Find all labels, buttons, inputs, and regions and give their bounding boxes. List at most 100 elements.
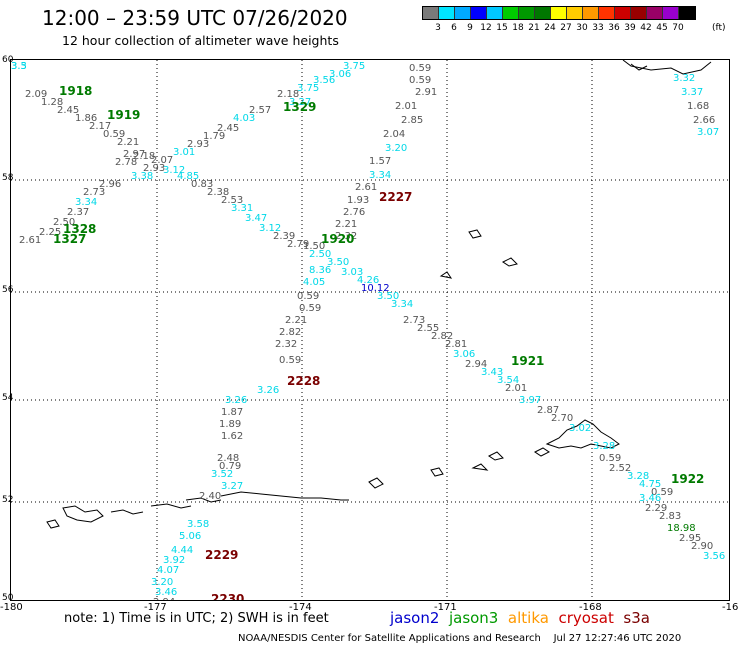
lat-label-52: 52 xyxy=(2,495,14,505)
wave-height-label: 0.59 xyxy=(297,291,319,302)
wave-height-label: 2.78 xyxy=(115,157,137,168)
footer-credit: NOAA/NESDIS Center for Satellite Applica… xyxy=(238,633,682,644)
wave-height-label: 2.50 xyxy=(309,249,331,260)
wave-height-label: 2.29 xyxy=(645,503,667,514)
wave-height-label: 2.07 xyxy=(151,155,173,166)
wave-height-label: 3.26 xyxy=(225,395,247,406)
legend-swatch xyxy=(423,7,439,19)
legend-swatch xyxy=(535,7,551,19)
legend-swatch xyxy=(647,7,663,19)
lat-label-54: 54 xyxy=(2,393,14,403)
wave-height-label: 2.85 xyxy=(401,115,423,126)
wave-height-label: 1.79 xyxy=(203,131,225,142)
wave-height-label: 3.54 xyxy=(497,375,519,386)
wave-height-label: 2.32 xyxy=(335,231,357,242)
wave-height-label: 0.83 xyxy=(191,179,213,190)
wave-height-label: 2.21 xyxy=(335,219,357,230)
wave-height-label: 1.28 xyxy=(41,97,63,108)
legend-tick: 30 xyxy=(576,23,588,33)
wave-height-label: 4.75 xyxy=(639,479,661,490)
wave-height-label: 2.95 xyxy=(679,533,701,544)
wave-height-label: 3.12 xyxy=(163,165,185,176)
wave-height-label: 2.53 xyxy=(221,195,243,206)
legend-tick: 12 xyxy=(480,23,492,33)
footer-note: note: 1) Time is in UTC; 2) SWH is in fe… xyxy=(64,611,329,626)
legend-tick: 70 xyxy=(672,23,684,33)
wave-height-label: 2.79 xyxy=(287,239,309,250)
wave-height-label: 2.73 xyxy=(83,187,105,198)
lon-label-174: -174 xyxy=(289,602,312,613)
wave-height-label: 2.82 xyxy=(279,327,301,338)
wave-height-label: 2.90 xyxy=(691,541,713,552)
pass-time-label: 1328 xyxy=(63,222,96,236)
wave-height-label: 3.5 xyxy=(11,61,27,72)
wave-height-label: 2.45 xyxy=(217,123,239,134)
map-canvas: 0.590.592.912.012.852.043.201.573.342.61… xyxy=(11,59,729,608)
wave-height-label: 0.59 xyxy=(279,355,301,366)
wave-height-label: 3.26 xyxy=(257,385,279,396)
wave-height-label: 1.93 xyxy=(347,195,369,206)
wave-height-label: 3.34 xyxy=(369,170,391,181)
pass-time-label: 1918 xyxy=(59,84,92,98)
pass-time-label: 1922 xyxy=(671,472,704,486)
wave-height-label: 3.27 xyxy=(289,97,311,108)
wave-height-label: 2.18 xyxy=(133,151,155,162)
satellite-name: altika xyxy=(507,609,559,627)
map-panel: 0.59 0.59 2.91 2.01 2.85 2.04 3.20 1.57 3.34 2.61… xyxy=(10,59,730,608)
legend-swatch xyxy=(583,7,599,19)
wave-height-label: 3.20 xyxy=(385,143,407,154)
wave-height-label: 2.39 xyxy=(273,231,295,242)
legend-swatch xyxy=(567,7,583,19)
lon-label-171: -171 xyxy=(434,602,457,613)
wave-height-label: 2.61 xyxy=(355,182,377,193)
wave-height-label: 18.98 xyxy=(667,523,696,534)
wave-height-label: 1.87 xyxy=(221,407,243,418)
lon-label-177: -177 xyxy=(144,602,167,613)
wave-height-label: 3.46 xyxy=(155,587,177,598)
wave-height-label: 3.06 xyxy=(329,69,351,80)
wave-height-label: 0.79 xyxy=(219,461,241,472)
wave-height-label: 3.20 xyxy=(151,577,173,588)
legend-tick: 15 xyxy=(496,23,508,33)
satellite-name: jason2 xyxy=(390,609,449,627)
satellite-name: cryosat xyxy=(558,609,624,627)
wave-height-label: 3.34 xyxy=(75,197,97,208)
wave-height-label: 3.92 xyxy=(163,555,185,566)
wave-height-label: 1.62 xyxy=(221,431,243,442)
wave-height-label: 2.45 xyxy=(57,105,79,116)
wave-height-label: 2.18 xyxy=(277,89,299,100)
legend-tick: 3 xyxy=(435,23,441,33)
page-subtitle: 12 hour collection of altimeter wave hei… xyxy=(62,33,339,48)
wave-height-label: 2.01 xyxy=(505,383,527,394)
legend-tick: 45 xyxy=(656,23,668,33)
wave-height-label: 3.12 xyxy=(259,223,281,234)
wave-height-label: 2.91 xyxy=(415,87,437,98)
wave-height-label: 3.03 xyxy=(341,267,363,278)
wave-height-label: 5.06 xyxy=(179,531,201,542)
wave-height-label: 3.50 xyxy=(327,257,349,268)
wave-height-label: 2.52 xyxy=(609,463,631,474)
wave-height-label: 2.97 xyxy=(123,149,145,160)
legend-swatch xyxy=(663,7,679,19)
wave-height-label: 2.94 xyxy=(153,597,175,600)
wave-height-label: 2.38 xyxy=(207,187,229,198)
wave-height-label: 1.57 xyxy=(369,156,391,167)
legend-swatch xyxy=(551,7,567,19)
wave-height-label: 2.81 xyxy=(445,339,467,350)
wave-height-label: 3.34 xyxy=(391,299,413,310)
wave-height-label: 3.58 xyxy=(187,519,209,530)
wave-height-label: 0.59 xyxy=(651,487,673,498)
lon-label-168: -168 xyxy=(579,602,602,613)
wave-height-label: 3.97 xyxy=(519,395,541,406)
wave-height-label: 2.76 xyxy=(343,207,365,218)
wave-height-label: 3.27 xyxy=(221,481,243,492)
wave-height-label: 2.87 xyxy=(537,405,559,416)
wave-height-label: 3.31 xyxy=(231,203,253,214)
wave-height-label: 3.28 xyxy=(593,441,615,452)
wave-height-label: 3.50 xyxy=(377,291,399,302)
wave-height-label: 2.93 xyxy=(143,163,165,174)
wave-height-label: 4.05 xyxy=(303,277,325,288)
wave-height-label: 0.59 xyxy=(103,129,125,140)
wave-height-label: 2.66 xyxy=(693,115,715,126)
